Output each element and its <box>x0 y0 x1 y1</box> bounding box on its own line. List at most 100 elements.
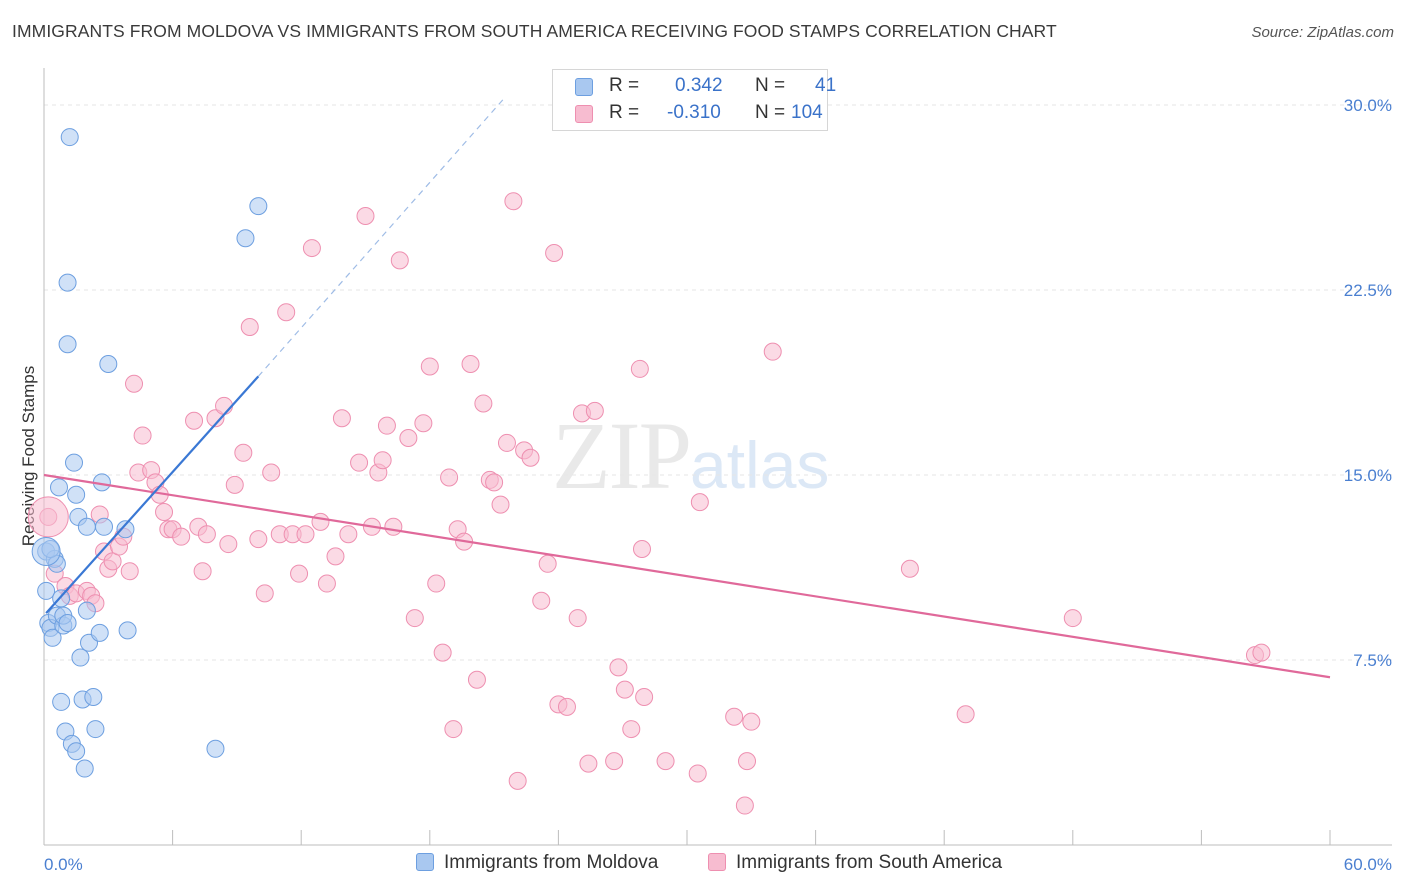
south-america-point <box>311 512 330 531</box>
south-america-trend-line <box>43 473 1331 679</box>
south-america-point <box>532 591 551 610</box>
south-america-point-large <box>27 496 69 538</box>
south-america-point <box>277 303 296 322</box>
moldova-point <box>95 517 114 536</box>
south-america-point <box>290 564 309 583</box>
south-america-point <box>900 559 919 578</box>
south-america-point <box>185 411 204 430</box>
moldova-point <box>65 453 84 472</box>
south-america-point <box>585 401 604 420</box>
south-america-point <box>725 707 744 726</box>
moldova-point <box>206 739 225 758</box>
legend-n-label: N = <box>755 102 786 123</box>
moldova-point <box>60 128 79 147</box>
south-america-point <box>262 463 281 482</box>
south-america-point <box>193 562 212 581</box>
south-america-point <box>557 697 576 716</box>
moldova-point <box>58 614 77 632</box>
south-america-point <box>206 409 225 428</box>
moldova-point <box>236 229 255 248</box>
south-america-point <box>249 530 268 549</box>
south-america-point <box>255 584 274 603</box>
south-america-point <box>172 527 191 546</box>
moldova-point <box>116 520 135 539</box>
legend-n-value-south-america: 104 <box>791 102 823 123</box>
moldova-point <box>118 621 137 640</box>
south-america-point <box>377 416 396 435</box>
south-america-point <box>491 495 510 514</box>
bottom-legend-moldova: Immigrants from Moldova <box>416 852 658 874</box>
moldova-point <box>77 517 96 536</box>
bottom-legend-swatch-south-america <box>708 853 726 871</box>
moldova-point <box>86 720 105 739</box>
y-axis-title: Receiving Food Stamps <box>19 366 38 546</box>
axes <box>43 68 1392 846</box>
south-america-point <box>215 396 234 415</box>
south-america-point <box>317 574 336 593</box>
y-tick-label: 30.0% <box>1344 96 1392 115</box>
moldova-point <box>67 742 86 761</box>
south-america-point <box>504 192 523 211</box>
legend-swatch-south-america <box>575 105 593 123</box>
south-america-point <box>197 525 216 544</box>
moldova-point <box>67 485 86 504</box>
south-america-point <box>545 244 564 262</box>
south-america-point <box>690 493 709 512</box>
south-america-point <box>414 414 433 433</box>
legend-r-value-south-america: -0.310 <box>667 102 721 123</box>
south-america-point <box>579 754 598 773</box>
south-america-point <box>440 468 459 487</box>
x-tick-label-min: 0.0% <box>44 855 83 874</box>
south-america-point <box>240 318 259 336</box>
moldova-point <box>37 581 56 600</box>
x-ticks <box>43 830 1331 845</box>
south-america-point <box>497 433 516 452</box>
south-america-point <box>609 658 628 677</box>
south-america-point <box>120 562 139 581</box>
south-america-point <box>467 670 486 689</box>
south-america-point <box>615 680 634 699</box>
moldova-point <box>77 601 96 620</box>
south-america-point <box>125 374 144 393</box>
watermark-zip: ZIP <box>552 402 692 509</box>
correlation-legend: R = 0.342 N = 41 R = -0.310 N = 104 <box>552 69 836 131</box>
south-america-point <box>1252 643 1271 662</box>
south-america-point <box>219 535 238 554</box>
south-america-point <box>405 609 424 628</box>
bottom-legend-label-south-america: Immigrants from South America <box>736 852 1003 873</box>
south-america-point <box>399 429 418 447</box>
bottom-legend-label-moldova: Immigrants from Moldova <box>444 852 659 873</box>
bottom-legend-south-america: Immigrants from South America <box>708 852 1002 874</box>
legend-r-value-moldova: 0.342 <box>675 75 723 96</box>
south-america-point <box>635 688 654 706</box>
south-america-point <box>296 525 315 544</box>
moldova-point-large <box>31 536 61 566</box>
south-america-point <box>225 475 244 494</box>
south-america-point <box>444 720 463 739</box>
south-america-point <box>630 359 649 378</box>
south-america-point <box>427 574 446 593</box>
moldova-point <box>75 759 94 778</box>
legend-r-label: R = <box>609 102 640 123</box>
south-america-point <box>326 547 345 566</box>
y-tick-label: 7.5% <box>1353 651 1392 670</box>
south-america-point <box>735 796 754 815</box>
moldova-point <box>58 335 77 354</box>
south-america-point <box>103 552 122 571</box>
bottom-legend-swatch-moldova <box>416 853 434 871</box>
south-america-point <box>302 239 321 258</box>
y-tick-labels: 7.5% 15.0% 22.5% 30.0% <box>1344 96 1392 670</box>
moldova-point <box>84 688 103 706</box>
south-america-point <box>956 705 975 724</box>
south-america-point <box>339 525 358 544</box>
y-tick-label: 22.5% <box>1344 281 1392 300</box>
moldova-point <box>52 692 71 711</box>
south-america-point <box>474 394 493 413</box>
south-america-point <box>234 443 253 462</box>
series-moldova <box>31 128 268 778</box>
south-america-point <box>538 554 557 573</box>
moldova-trend-extension <box>257 97 506 377</box>
south-america-point <box>605 752 624 771</box>
moldova-point <box>71 648 90 667</box>
moldova-point <box>43 628 62 647</box>
